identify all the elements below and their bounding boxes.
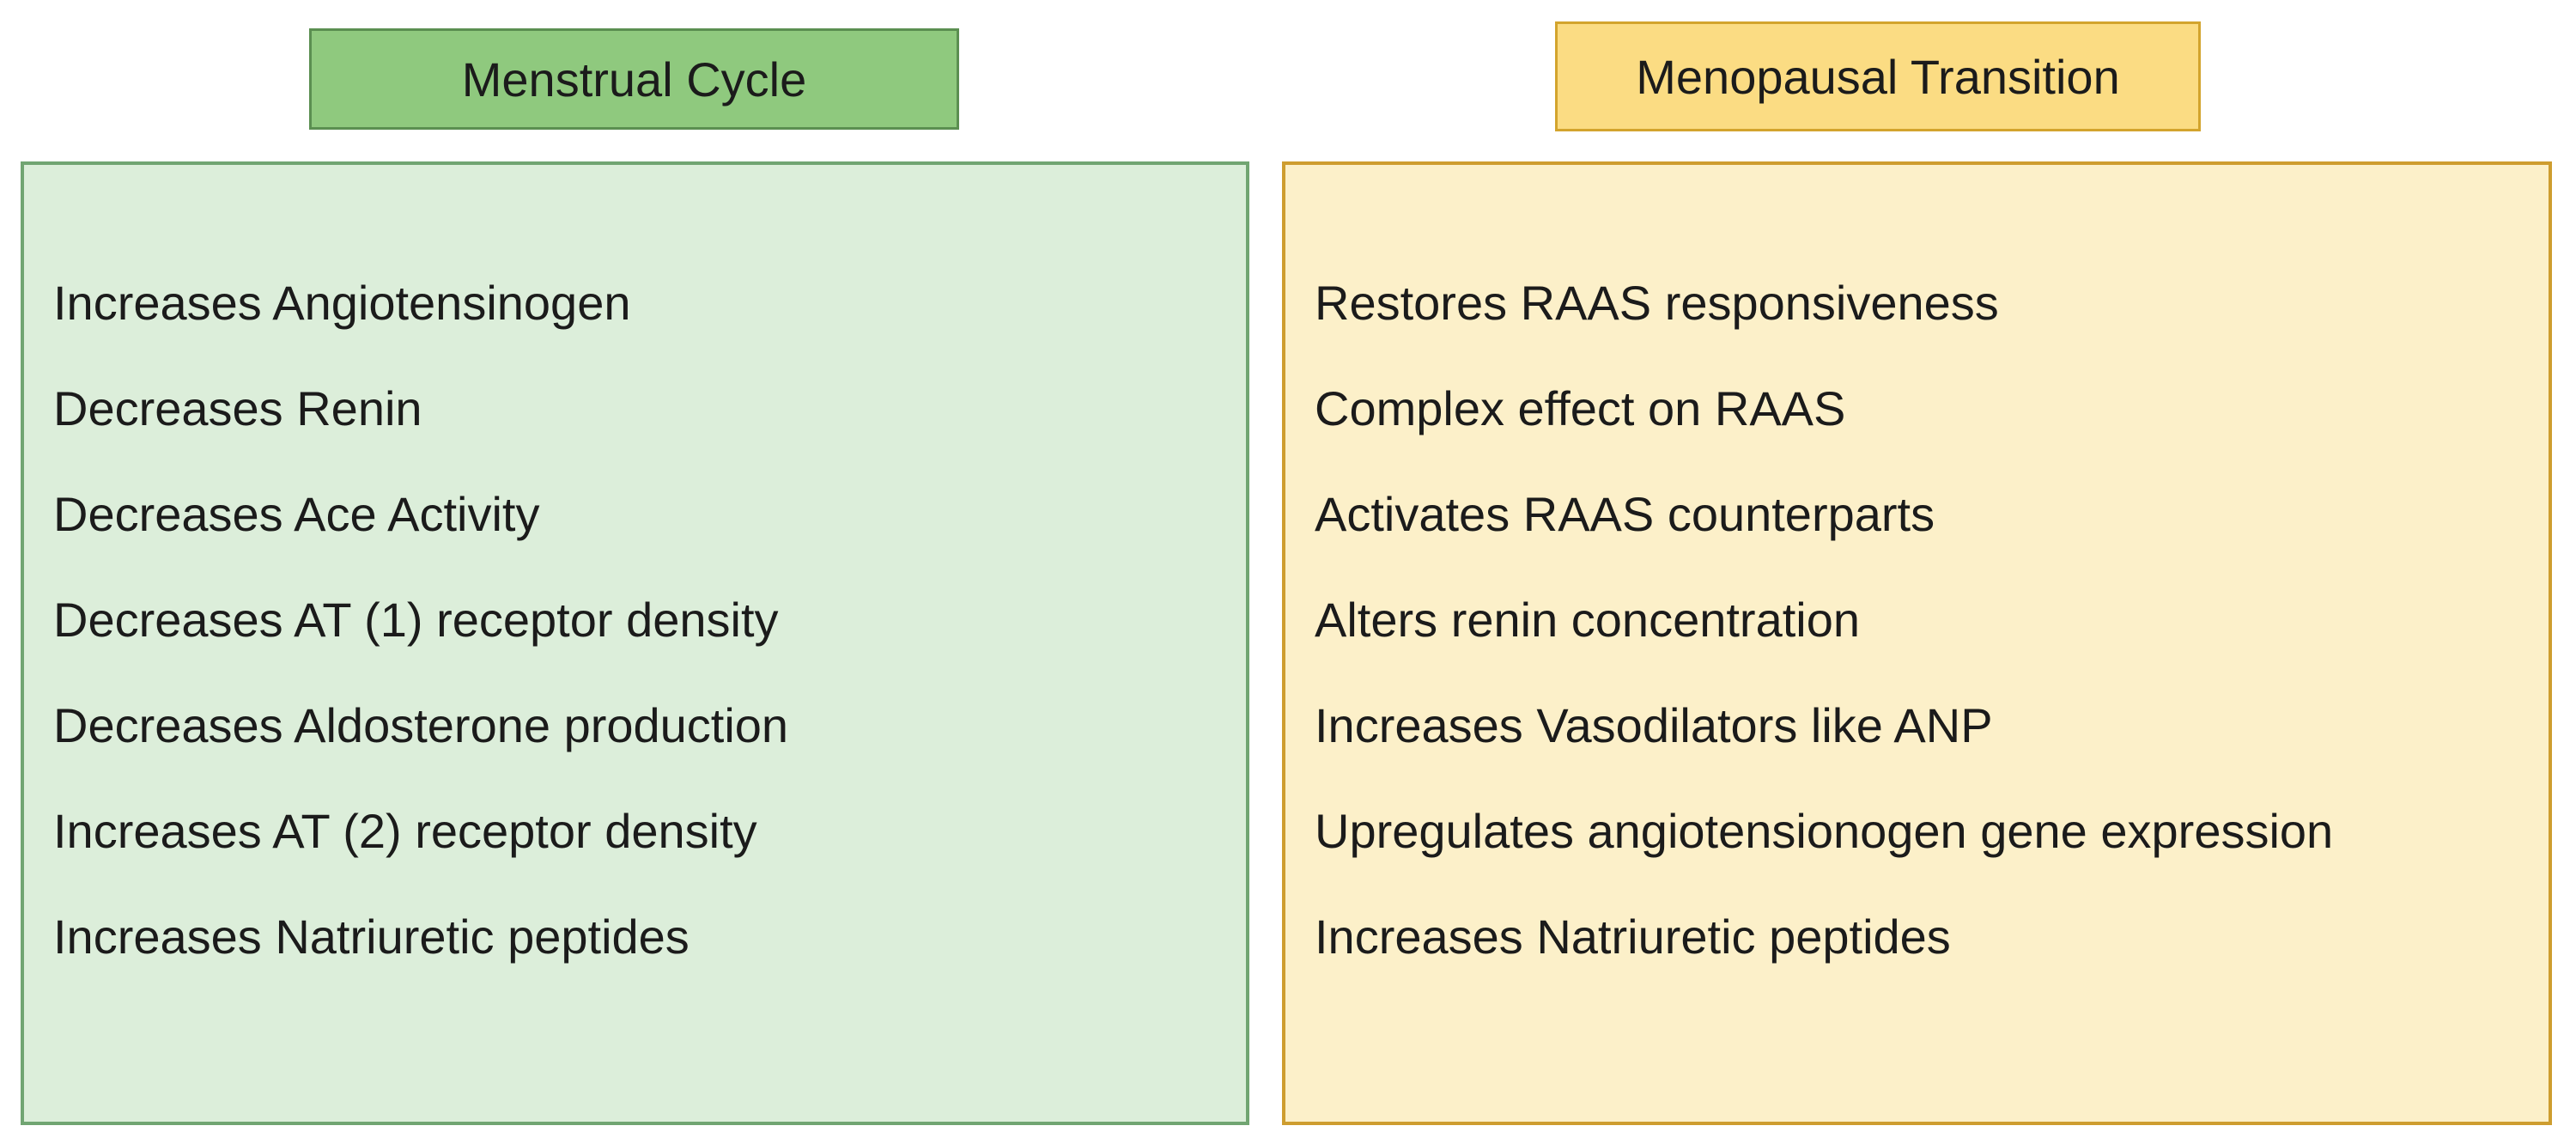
menstrual-cycle-header-label: Menstrual Cycle bbox=[461, 52, 807, 106]
menstrual-cycle-panel: Increases Angiotensinogen Decreases Renin… bbox=[21, 161, 1249, 1125]
menstrual-effect-item: Decreases Aldosterone production bbox=[53, 698, 789, 752]
menopausal-effect-item: Alters renin concentration bbox=[1315, 593, 1861, 647]
menopausal-transition-effect-list: Restores RAAS responsiveness Complex effe… bbox=[1285, 165, 2549, 989]
menopausal-effect-item: Restores RAAS responsiveness bbox=[1315, 276, 1999, 330]
menopausal-transition-header-label: Menopausal Transition bbox=[1636, 49, 2120, 104]
menopausal-transition-header: Menopausal Transition bbox=[1555, 21, 2201, 131]
menstrual-effect-item: Decreases AT (1) receptor density bbox=[53, 593, 779, 647]
menopausal-effect-item: Upregulates angiotensionogen gene expres… bbox=[1315, 804, 2334, 858]
menopausal-transition-panel: Restores RAAS responsiveness Complex effe… bbox=[1282, 161, 2552, 1125]
menstrual-effect-item: Increases AT (2) receptor density bbox=[53, 804, 757, 858]
menstrual-effect-item: Increases Natriuretic peptides bbox=[53, 910, 690, 964]
menstrual-cycle-header: Menstrual Cycle bbox=[309, 28, 959, 130]
menopausal-effect-item: Increases Natriuretic peptides bbox=[1315, 910, 1951, 964]
menopausal-effect-item: Increases Vasodilators like ANP bbox=[1315, 698, 1993, 752]
menopausal-effect-item: Activates RAAS counterparts bbox=[1315, 487, 1935, 541]
menopausal-effect-item: Complex effect on RAAS bbox=[1315, 381, 1846, 435]
menstrual-effect-item: Decreases Ace Activity bbox=[53, 487, 540, 541]
menstrual-effect-item: Increases Angiotensinogen bbox=[53, 276, 631, 330]
menstrual-cycle-effect-list: Increases Angiotensinogen Decreases Renin… bbox=[24, 165, 1246, 989]
menstrual-effect-item: Decreases Renin bbox=[53, 381, 422, 435]
